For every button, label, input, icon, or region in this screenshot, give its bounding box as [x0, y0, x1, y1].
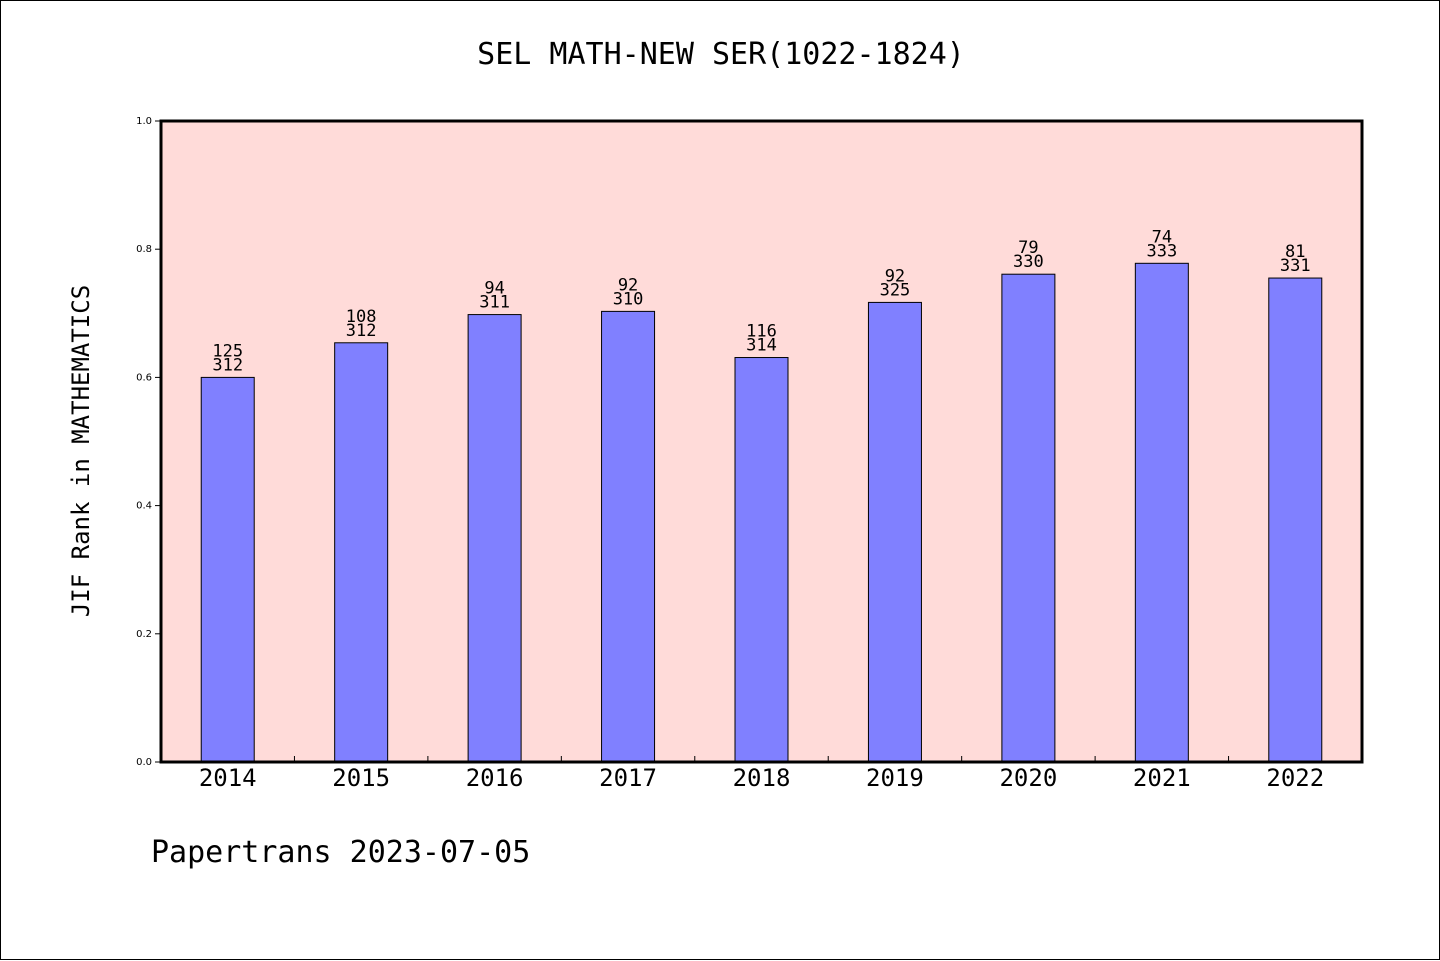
x-tick-label: 2018 — [733, 764, 791, 792]
bar — [734, 357, 789, 763]
bar — [1268, 277, 1323, 763]
bar-rank-label: 108 — [346, 307, 377, 327]
bar-rank-label: 81 — [1285, 242, 1305, 262]
x-tick-label: 2020 — [999, 764, 1057, 792]
bar-total-label: 333 — [1146, 241, 1177, 261]
bar-rank-label: 79 — [1018, 238, 1038, 258]
y-tick-label: 0.6 — [136, 372, 152, 383]
bar-total-label: 330 — [1013, 252, 1044, 272]
bar — [867, 301, 922, 763]
x-tick-label: 2021 — [1133, 764, 1191, 792]
x-tick-label: 2015 — [332, 764, 390, 792]
bar-total-label: 314 — [746, 336, 777, 356]
chart-title: SEL MATH-NEW SER(1022-1824) — [477, 37, 965, 72]
x-tick-label: 2019 — [866, 764, 924, 792]
bar-rank-label: 74 — [1152, 227, 1172, 247]
bar-rank-label: 92 — [885, 266, 905, 286]
bar-total-label: 325 — [880, 280, 911, 300]
bar-total-label: 312 — [346, 321, 377, 341]
x-tick-label: 2022 — [1266, 764, 1324, 792]
y-tick-label: 0.2 — [136, 629, 152, 640]
bar — [1001, 273, 1056, 763]
plot-border — [159, 119, 1364, 764]
y-tick-label: 0.8 — [136, 244, 152, 255]
bar-rank-label: 92 — [618, 275, 638, 295]
bar — [601, 310, 656, 763]
bar-total-label: 331 — [1280, 256, 1311, 276]
x-tick-label: 2016 — [466, 764, 524, 792]
bar-total-label: 312 — [212, 355, 243, 375]
bar-total-label: 310 — [613, 289, 644, 309]
y-tick-label: 0.4 — [136, 501, 152, 512]
x-tick-label: 2017 — [599, 764, 657, 792]
bar-total-label: 311 — [479, 293, 510, 313]
footer-credit: Papertrans 2023-07-05 — [151, 835, 531, 870]
x-tick-label: 2014 — [199, 764, 257, 792]
bar-rank-label: 116 — [746, 322, 777, 342]
y-tick-label: 0.0 — [136, 757, 152, 768]
bar-rank-label: 94 — [484, 279, 504, 299]
bar — [1134, 262, 1189, 763]
bar — [467, 314, 522, 763]
bar-rank-label: 125 — [212, 341, 243, 361]
y-tick-label: 1.0 — [136, 116, 152, 127]
bar — [334, 342, 389, 763]
bar — [200, 376, 255, 763]
